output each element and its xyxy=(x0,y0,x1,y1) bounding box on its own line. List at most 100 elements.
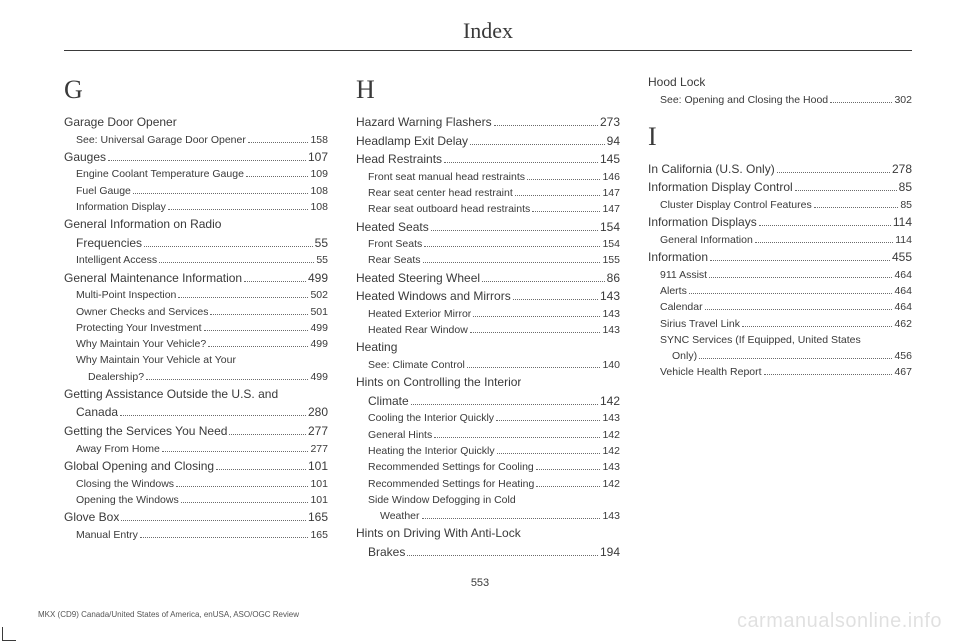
index-subentry: Recommended Settings for Cooling 143 xyxy=(356,459,620,475)
leader-dots xyxy=(515,195,601,196)
index-entry: Glove Box165 xyxy=(64,508,328,527)
entry-label: Owner Checks and Services xyxy=(76,304,208,320)
entry-label: General Hints xyxy=(368,427,432,443)
entry-label: Rear seat outboard head restraints xyxy=(368,201,530,217)
index-subentry: Recommended Settings for Heating142 xyxy=(356,476,620,492)
leader-dots xyxy=(497,453,601,454)
entry-label: Garage Door Opener xyxy=(64,113,177,132)
leader-dots xyxy=(699,358,892,359)
entry-label: Protecting Your Investment xyxy=(76,320,202,336)
index-entry: Brakes194 xyxy=(356,543,620,562)
entry-label: SYNC Services (If Equipped, United State… xyxy=(660,332,861,348)
entry-label: Heated Rear Window xyxy=(368,322,468,338)
entry-page: 147 xyxy=(602,185,620,201)
entry-page: 108 xyxy=(310,199,328,215)
index-subentry: See: Universal Garage Door Opener158 xyxy=(64,132,328,148)
leader-dots xyxy=(168,209,309,210)
entry-label: Away From Home xyxy=(76,441,160,457)
leader-dots xyxy=(108,160,306,161)
entry-page: 302 xyxy=(894,92,912,108)
index-letter-heading: H xyxy=(356,75,620,105)
entry-page: 143 xyxy=(600,287,620,306)
leader-dots xyxy=(709,277,892,278)
leader-dots xyxy=(705,309,893,310)
entry-label: Getting the Services You Need xyxy=(64,422,227,441)
page-number: 553 xyxy=(0,577,960,589)
leader-dots xyxy=(830,102,892,103)
entry-page: 109 xyxy=(310,166,328,182)
index-subentry: SYNC Services (If Equipped, United State… xyxy=(648,332,912,348)
entry-label: Information Displays xyxy=(648,213,757,232)
index-letter-heading: G xyxy=(64,75,328,105)
entry-page: 194 xyxy=(600,543,620,562)
index-subentry: Why Maintain Your Vehicle at Your xyxy=(64,352,328,368)
leader-dots xyxy=(146,379,308,380)
entry-page: 145 xyxy=(600,150,620,169)
entry-page: 467 xyxy=(894,364,912,380)
leader-dots xyxy=(710,260,890,261)
entry-page: 107 xyxy=(308,148,328,167)
index-columns: G Garage Door OpenerSee: Universal Garage… xyxy=(64,73,912,562)
entry-page: 501 xyxy=(310,304,328,320)
leader-dots xyxy=(434,437,600,438)
entry-label: Heated Windows and Mirrors xyxy=(356,287,511,306)
entry-label: Heating xyxy=(356,338,397,357)
entry-label: Frequencies xyxy=(76,234,142,253)
entry-label: Opening the Windows xyxy=(76,492,179,508)
entry-label: Weather xyxy=(380,508,420,524)
entry-label: Glove Box xyxy=(64,508,119,527)
leader-dots xyxy=(742,326,893,327)
entry-label: Intelligent Access xyxy=(76,252,157,268)
index-subentry: Vehicle Health Report 467 xyxy=(648,364,912,380)
entry-page: 85 xyxy=(900,197,912,213)
crop-mark xyxy=(2,627,16,641)
entry-label: See: Climate Control xyxy=(368,357,465,373)
entry-label: Climate xyxy=(368,392,409,411)
entry-page: 499 xyxy=(310,369,328,385)
entry-page: 456 xyxy=(894,348,912,364)
leader-dots xyxy=(423,262,601,263)
watermark: carmanualsonline.info xyxy=(737,610,942,633)
index-entry: Hints on Driving With Anti-Lock xyxy=(356,524,620,543)
entry-page: 155 xyxy=(602,252,620,268)
entry-page: 142 xyxy=(602,476,620,492)
entry-label: Sirius Travel Link xyxy=(660,316,740,332)
leader-dots xyxy=(246,176,309,177)
entry-page: 142 xyxy=(602,427,620,443)
entry-page: 94 xyxy=(607,132,620,151)
entry-page: 147 xyxy=(602,201,620,217)
leader-dots xyxy=(755,242,893,243)
entry-label: General Information on Radio xyxy=(64,215,221,234)
leader-dots xyxy=(467,367,601,368)
leader-dots xyxy=(204,330,309,331)
entry-label: Hints on Driving With Anti-Lock xyxy=(356,524,521,543)
entry-page: 464 xyxy=(894,267,912,283)
entry-page: 143 xyxy=(602,508,620,524)
entry-page: 114 xyxy=(893,213,912,232)
index-entry: Hazard Warning Flashers 273 xyxy=(356,113,620,132)
entry-page: 273 xyxy=(600,113,620,132)
index-subentry: Multi-Point Inspection502 xyxy=(64,287,328,303)
index-subentry: Heated Exterior Mirror143 xyxy=(356,306,620,322)
leader-dots xyxy=(144,246,313,247)
index-subentry: Front Seats154 xyxy=(356,236,620,252)
title-rule xyxy=(64,50,912,51)
entry-label: Head Restraints xyxy=(356,150,442,169)
leader-dots xyxy=(814,207,899,208)
leader-dots xyxy=(140,537,309,538)
entry-label: Vehicle Health Report xyxy=(660,364,762,380)
entry-label: Cooling the Interior Quickly xyxy=(368,410,494,426)
index-subentry: Intelligent Access55 xyxy=(64,252,328,268)
index-subentry: Information Display108 xyxy=(64,199,328,215)
index-entry: General Information on Radio xyxy=(64,215,328,234)
index-column: Hood LockSee: Opening and Closing the Ho… xyxy=(648,73,912,562)
entry-label: Closing the Windows xyxy=(76,476,174,492)
index-subentry: Dealership?499 xyxy=(64,369,328,385)
entry-page: 101 xyxy=(310,476,328,492)
entry-label: Hazard Warning Flashers xyxy=(356,113,492,132)
entry-label: Global Opening and Closing xyxy=(64,457,214,476)
leader-dots xyxy=(689,293,893,294)
index-subentry: Closing the Windows 101 xyxy=(64,476,328,492)
index-subentry: Cooling the Interior Quickly143 xyxy=(356,410,620,426)
index-subentry: Rear seat outboard head restraints 147 xyxy=(356,201,620,217)
